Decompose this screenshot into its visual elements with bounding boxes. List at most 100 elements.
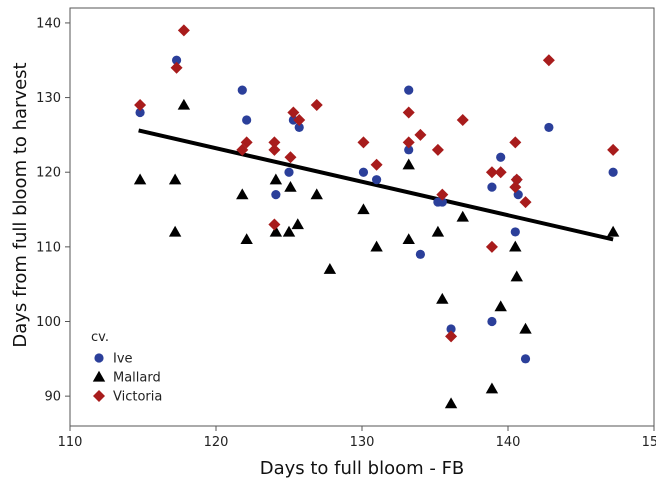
data-point-mallard [323,263,337,274]
x-tick-label: 140 [496,435,521,450]
data-point-ive [437,197,447,207]
data-point-mallard [168,225,182,237]
data-point-mallard [510,270,523,282]
data-point-ive [358,167,369,177]
x-axis-title: Days to full bloom - FB [260,458,465,478]
x-tick-label: 130 [350,435,375,450]
legend-label-victoria: Victoria [113,390,162,405]
data-point-ive [446,324,456,334]
legend-items: Ive Mallard Victoria [92,352,162,405]
data-point-ive [284,167,294,177]
data-point-victoria [494,166,507,179]
data-point-mallard [370,240,383,252]
data-point-ive [171,55,182,65]
data-point-victoria [509,181,522,194]
data-point-victoria [445,330,458,343]
x-tick-label: 150 [642,435,656,450]
data-point-ive [510,227,520,237]
y-axis-title: Days from full bloom to harvest [10,62,31,347]
legend-marker-mallard [92,370,106,382]
data-point-victoria [287,106,300,119]
trend-line-group [138,128,614,242]
legend-label-mallard: Mallard [113,371,161,386]
data-point-victoria [370,158,383,171]
data-point-ive [242,115,252,125]
data-point-victoria [436,188,449,201]
data-point-mallard [240,233,253,245]
data-point-ive [271,190,281,200]
y-tick-label: 130 [36,91,61,106]
data-point-ive [544,122,554,133]
data-point-victoria [519,196,532,209]
data-point-ive [294,122,304,133]
data-point-ive [415,249,425,259]
data-point-mallard [436,292,449,304]
data-point-victoria [293,113,306,126]
data-point-mallard [494,300,507,312]
data-point-victoria [510,173,523,186]
data-point-mallard [269,225,283,237]
data-point-victoria [431,143,444,156]
data-point-victoria [268,143,281,156]
data-point-mallard [291,218,304,230]
data-point-mallard [519,322,532,334]
x-tick-label: 110 [58,435,83,450]
data-point-mallard [606,225,620,237]
data-point-mallard [236,188,249,200]
data-point-ive [237,85,247,95]
data-point-ive [608,167,618,177]
data-point-mallard [485,382,499,394]
data-point-mallard [402,158,415,170]
data-point-ive [520,354,531,364]
data-point-mallard [310,188,323,200]
data-point-ive [404,85,414,95]
data-point-victoria [240,136,253,149]
plot-area-frame [69,7,655,427]
data-point-mallard [431,225,445,237]
y-tick-label: 110 [36,240,61,255]
data-point-mallard [456,210,469,222]
y-axis-ticks: 90 100 110 120 130 140 [36,16,70,405]
data-point-ive [496,152,506,162]
data-point-mallard [269,173,283,185]
data-point-mallard [509,240,522,252]
trend-line [138,128,614,242]
data-point-ive [404,145,414,155]
data-point-victoria [284,151,297,164]
data-point-mallard [133,173,147,185]
data-point-victoria [134,99,147,112]
legend-label-ive: Ive [113,352,133,367]
data-point-victoria [402,136,415,149]
data-point-victoria [268,218,281,231]
data-points [133,24,620,409]
data-point-victoria [607,143,620,156]
data-point-ive [372,175,382,185]
legend-marker-victoria [93,390,105,402]
data-point-victoria [170,61,183,74]
data-point-mallard [444,397,458,409]
data-point-victoria [456,113,469,126]
data-point-victoria [542,54,555,67]
y-tick-label: 90 [44,390,61,405]
data-point-mallard [402,233,415,245]
data-point-ive [487,182,497,192]
data-point-victoria [414,128,427,141]
legend: cv. Ive Mallard Victoria [91,330,162,405]
data-point-victoria [402,106,415,119]
x-tick-label: 120 [204,435,229,450]
data-point-victoria [485,166,498,179]
data-point-victoria [310,99,323,112]
data-point-victoria [268,136,281,149]
data-point-mallard [282,225,296,237]
y-tick-label: 140 [36,16,61,31]
legend-marker-ive [94,353,104,363]
data-point-victoria [509,136,522,149]
legend-title: cv. [91,330,109,345]
data-point-mallard [177,98,191,110]
data-point-mallard [168,173,182,185]
x-axis-ticks: 110 120 130 140 150 [58,426,656,450]
data-point-mallard [284,180,297,192]
y-tick-label: 100 [36,315,61,330]
data-point-victoria [357,136,370,149]
